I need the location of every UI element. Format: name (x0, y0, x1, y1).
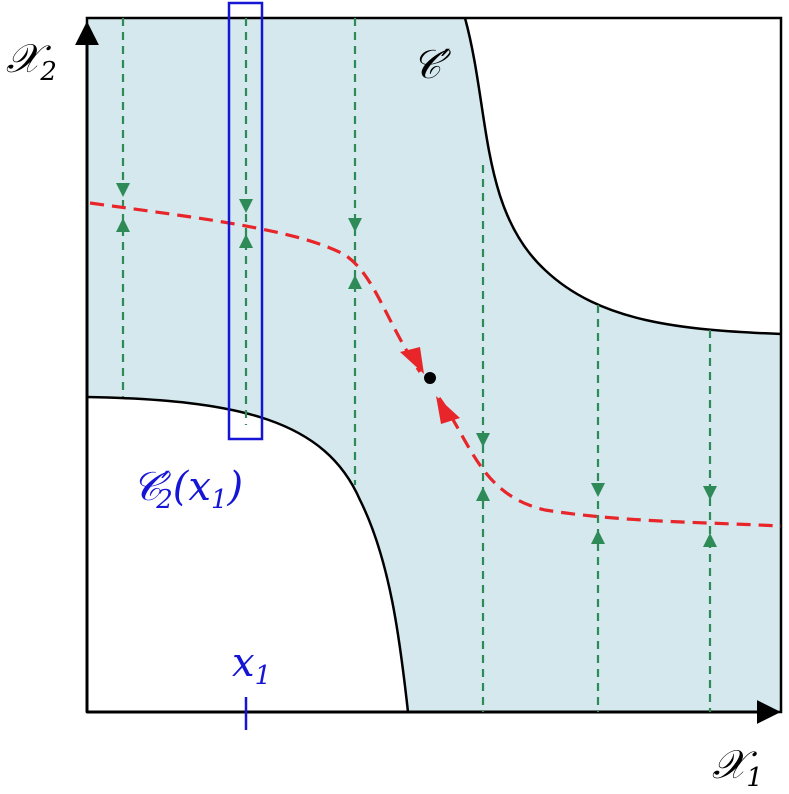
flow-arrow-up-5 (591, 530, 605, 544)
flow-arrow-up-4 (476, 487, 490, 501)
flow-arrow-down-3 (348, 218, 362, 232)
flow-arrow-down-2 (239, 199, 253, 213)
region-label: 𝒞′ (412, 42, 451, 88)
flow-arrow-down-1 (116, 183, 130, 197)
curve-arrow-down (400, 347, 424, 374)
x1-axis-label: 𝒳1 (712, 742, 763, 789)
flow-arrow-up-6 (703, 533, 717, 547)
flow-arrow-up-1 (116, 218, 130, 232)
curve-left-branch (89, 201, 422, 373)
curve-right-branch (437, 397, 782, 528)
flow-arrow-up-3 (348, 275, 362, 289)
flow-arrow-up-2 (239, 234, 253, 248)
curve-arrow-up (436, 396, 460, 424)
flow-arrow-down-4 (476, 433, 490, 447)
equilibrium-point (424, 372, 436, 384)
slice-rectangle (227, 1, 264, 441)
flow-arrow-down-5 (591, 483, 605, 497)
lower-left-boundary (86, 395, 410, 713)
upper-right-boundary (463, 17, 782, 336)
vertical-flow-lines (116, 18, 717, 712)
equilibrium-curve (89, 201, 782, 528)
flow-arrow-down-6 (703, 486, 717, 500)
x1-tick-label: x1 (232, 640, 271, 691)
region-fill (87, 18, 781, 712)
slice-label: 𝒞′2(x1) (132, 464, 243, 515)
x2-axis-label: 𝒳2 (6, 36, 57, 87)
